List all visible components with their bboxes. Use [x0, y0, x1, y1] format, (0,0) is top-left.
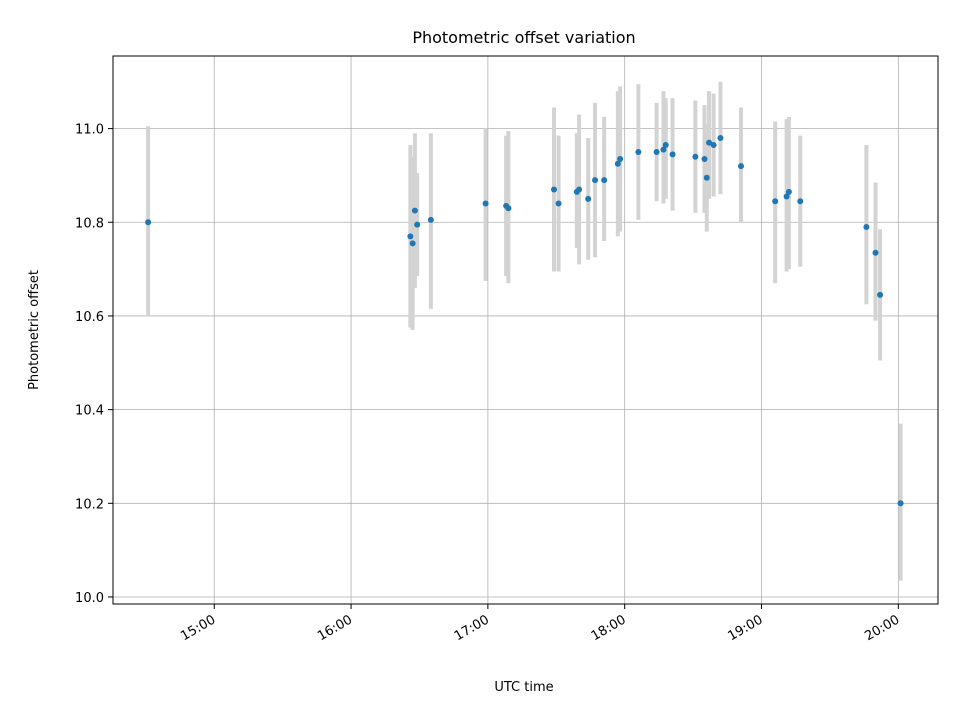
x-tick-label: 15:00: [178, 612, 218, 644]
chart-title: Photometric offset variation: [412, 28, 635, 47]
data-point: [692, 153, 699, 160]
data-point: [783, 193, 790, 200]
x-tick-label: 18:00: [589, 612, 629, 644]
data-point: [427, 216, 434, 223]
data-point: [592, 177, 599, 184]
y-axis-ticks: 10.0 10.2 10.4 10.6 10.8 11.0: [75, 123, 113, 606]
data-point: [635, 149, 642, 156]
data-point: [614, 160, 621, 167]
data-point: [872, 249, 879, 256]
y-tick-label: 10.0: [75, 591, 104, 606]
y-tick-label: 10.2: [75, 497, 104, 512]
x-tick-label: 17:00: [452, 612, 492, 644]
data-point: [414, 221, 421, 228]
data-point: [863, 223, 870, 230]
data-point: [877, 291, 884, 298]
x-axis-label: UTC time: [494, 680, 553, 695]
data-point: [660, 146, 667, 153]
data-point: [505, 205, 512, 212]
data-point: [482, 200, 489, 207]
data-points: [145, 134, 904, 507]
x-tick-label: 19:00: [726, 612, 766, 644]
data-point: [662, 141, 669, 148]
data-point: [897, 500, 904, 507]
grid-layer: [113, 56, 938, 604]
data-point: [653, 149, 660, 156]
y-tick-label: 10.8: [75, 216, 104, 231]
data-point: [576, 186, 583, 193]
x-axis-ticks: 15:00 16:00 17:00 18:00 19:00 20:00: [178, 604, 902, 644]
data-point: [411, 207, 418, 214]
data-point: [797, 198, 804, 205]
data-point: [669, 151, 676, 158]
y-axis-label: Photometric offset: [27, 270, 42, 390]
x-tick-label: 16:00: [315, 612, 355, 644]
data-point: [737, 163, 744, 170]
data-point: [617, 156, 624, 163]
plot-frame: [112, 55, 939, 605]
error-bars: [146, 81, 903, 581]
data-point: [772, 198, 779, 205]
data-point: [706, 139, 713, 146]
data-point: [555, 200, 562, 207]
data-point: [407, 233, 414, 240]
data-point: [785, 188, 792, 195]
y-tick-label: 10.4: [75, 404, 104, 419]
data-point: [703, 174, 710, 181]
data-point: [145, 219, 152, 226]
data-point: [551, 186, 558, 193]
data-point: [409, 240, 416, 247]
data-point: [585, 195, 592, 202]
y-tick-label: 10.6: [75, 310, 104, 325]
data-point: [717, 134, 724, 141]
x-tick-label: 20:00: [862, 612, 902, 644]
data-point: [601, 177, 608, 184]
y-tick-label: 11.0: [75, 123, 104, 138]
data-point: [710, 141, 717, 148]
data-point: [701, 156, 708, 163]
